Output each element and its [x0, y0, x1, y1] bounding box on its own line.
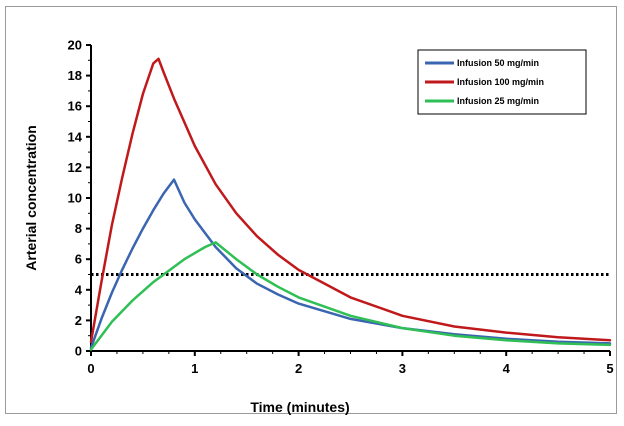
y-tick-label: 16 [68, 99, 82, 114]
x-tick-label: 2 [295, 361, 302, 376]
x-tick-label: 5 [606, 361, 613, 376]
y-tick-label: 12 [68, 160, 82, 175]
y-tick-label: 4 [75, 282, 83, 297]
y-tick-label: 18 [68, 68, 82, 83]
y-tick-label: 14 [68, 129, 83, 144]
y-tick-label: 0 [75, 344, 82, 359]
x-tick-label: 3 [399, 361, 406, 376]
x-axis-title: Time (minutes) [250, 399, 349, 415]
legend-label-1: Infusion 50 mg/min [457, 58, 539, 68]
x-tick-label: 4 [503, 361, 511, 376]
y-tick-label: 20 [68, 38, 82, 53]
series-line-2 [89, 57, 612, 344]
x-tick-label: 0 [87, 361, 94, 376]
series-lines [89, 57, 612, 351]
x-tick-label: 1 [191, 361, 198, 376]
series-line-3 [89, 241, 612, 351]
y-tick-label: 6 [75, 252, 82, 267]
y-tick-label: 10 [68, 191, 82, 206]
y-axis-title: Arterial concentration [23, 125, 39, 270]
y-tick-label: 2 [75, 313, 82, 328]
legend-label-2: Infusion 100 mg/min [457, 77, 544, 87]
legend: Infusion 50 mg/min Infusion 100 mg/min Inf… [417, 49, 587, 115]
legend-label-3: Infusion 25 mg/min [457, 96, 539, 106]
y-tick-label: 8 [75, 221, 82, 236]
